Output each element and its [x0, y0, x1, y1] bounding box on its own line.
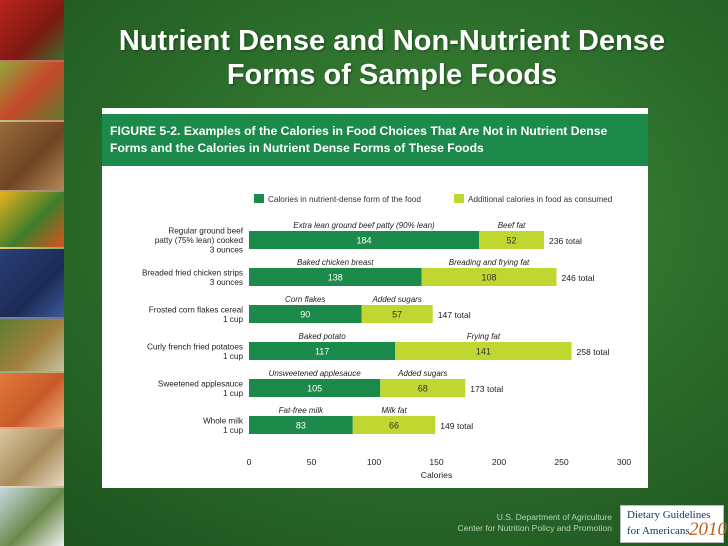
bar-nutrient-dense-1: [249, 231, 479, 249]
total-label-6: 149 total: [440, 421, 473, 431]
logo-line1: Dietary Guidelines: [627, 509, 711, 521]
salad-photo: [0, 318, 64, 374]
vegetables-photo: [0, 62, 64, 123]
x-tick-label-1: 0: [247, 457, 252, 467]
legend-swatch-1: [254, 194, 264, 203]
category-label-5-line-1: Sweetened applesauce: [158, 379, 244, 388]
x-tick-label-4: 150: [429, 457, 444, 467]
value-additional-2: 108: [481, 273, 496, 283]
segment-label-additional-3: Added sugars: [371, 295, 421, 304]
category-label-2-line-1: Breaded fried chicken strips: [142, 268, 243, 277]
category-label-6-line-1: Whole milk: [203, 416, 244, 425]
x-axis-title: Calories: [421, 470, 453, 480]
slide-title: Nutrient Dense and Non-Nutrient Dense Fo…: [118, 25, 666, 91]
segment-label-nutrient-dense-5: Unsweetened applesauce: [269, 369, 362, 378]
category-label-6-line-2: 1 cup: [223, 426, 243, 435]
bar-additional-1: [479, 231, 544, 249]
category-label-5-line-2: 1 cup: [223, 389, 243, 398]
legend-swatch-2: [454, 194, 464, 203]
segment-label-additional-2: Breading and frying fat: [449, 258, 530, 267]
footer-agency: U.S. Department of Agriculture Center fo…: [452, 512, 613, 534]
total-label-1: 236 total: [549, 236, 582, 246]
value-nutrient-dense-5: 105: [307, 384, 322, 394]
runner-photo: [0, 487, 64, 546]
figure-banner: FIGURE 5-2. Examples of the Calories in …: [102, 114, 648, 166]
category-label-4-line-1: Curly french fried potatoes: [147, 342, 243, 351]
x-tick-label-5: 200: [492, 457, 507, 467]
category-label-1-line-2: patty (75% lean) cooked: [155, 236, 244, 245]
dietary-guidelines-logo: Dietary Guidelines for Americans 2010: [620, 505, 727, 543]
x-tick-label-2: 50: [307, 457, 317, 467]
value-nutrient-dense-4: 117: [315, 347, 329, 357]
value-additional-6: 66: [389, 421, 399, 431]
logo-line2: for Americans: [627, 525, 690, 537]
total-label-3: 147 total: [438, 310, 471, 320]
bar-additional-3: [361, 305, 433, 323]
value-nutrient-dense-6: 83: [296, 421, 306, 431]
bread-photo: [0, 122, 64, 193]
logo-year: 2010: [689, 519, 727, 540]
category-label-1-line-3: 3 ounces: [210, 246, 243, 255]
segment-label-nutrient-dense-2: Baked chicken breast: [297, 258, 374, 267]
footer-line1: U.S. Department of Agriculture: [496, 512, 612, 522]
figure-panel: FIGURE 5-2. Examples of the Calories in …: [102, 108, 648, 488]
x-tick-label-6: 250: [554, 457, 569, 467]
segment-label-nutrient-dense-1: Extra lean ground beef patty (90% lean): [293, 221, 435, 230]
segment-label-nutrient-dense-3: Corn flakes: [285, 295, 325, 304]
segment-label-nutrient-dense-4: Baked potato: [299, 332, 347, 341]
segment-label-additional-4: Frying fat: [467, 332, 501, 341]
segment-label-additional-1: Beef fat: [498, 221, 526, 230]
bar-additional-6: [352, 416, 436, 434]
figure-caption: FIGURE 5-2. Examples of the Calories in …: [110, 124, 608, 155]
food-photo-strip: [0, 0, 64, 546]
tomatoes-photo: [0, 0, 64, 63]
segment-label-additional-5: Added sugars: [397, 369, 447, 378]
value-additional-3: 57: [392, 310, 402, 320]
category-label-4-line-2: 1 cup: [223, 352, 243, 361]
category-label-3-line-1: Frosted corn flakes cereal: [149, 305, 243, 314]
category-label-2-line-2: 3 ounces: [210, 278, 243, 287]
segment-label-additional-6: Milk fat: [381, 406, 407, 415]
bar-nutrient-dense-5: [249, 379, 381, 397]
category-label-1-line-1: Regular ground beef: [168, 227, 243, 236]
total-label-2: 246 total: [562, 273, 595, 283]
footer-line2: Center for Nutrition Policy and Promotio…: [457, 523, 613, 533]
legend-label-2: Additional calories in food as consumed: [468, 195, 613, 204]
salmon-photo: [0, 373, 64, 430]
total-label-4: 258 total: [577, 347, 610, 357]
segment-label-nutrient-dense-6: Fat-free milk: [279, 406, 324, 415]
value-additional-5: 68: [418, 384, 428, 394]
blueberries-photo: [0, 248, 64, 319]
x-tick-label-7: 300: [617, 457, 632, 467]
grain-bowl-photo: [0, 429, 64, 488]
bar-nutrient-dense-6: [249, 416, 353, 434]
bar-nutrient-dense-4: [249, 342, 396, 360]
bar-nutrient-dense-3: [249, 305, 362, 323]
category-label-3-line-2: 1 cup: [223, 315, 243, 324]
bar-nutrient-dense-2: [249, 268, 422, 286]
total-label-5: 173 total: [470, 384, 503, 394]
x-tick-label-3: 100: [367, 457, 382, 467]
value-nutrient-dense-2: 138: [328, 273, 343, 283]
stacked-bar-chart: Calories in nutrient-dense form of the f…: [142, 194, 632, 480]
value-nutrient-dense-3: 90: [300, 310, 310, 320]
value-nutrient-dense-1: 184: [356, 236, 371, 246]
legend-label-1: Calories in nutrient-dense form of the f…: [268, 195, 421, 204]
peppers-photo: [0, 192, 64, 249]
bar-additional-4: [395, 342, 572, 360]
bar-additional-2: [421, 268, 557, 286]
value-additional-1: 52: [506, 236, 516, 246]
value-additional-4: 141: [476, 347, 491, 357]
bar-additional-5: [380, 379, 466, 397]
